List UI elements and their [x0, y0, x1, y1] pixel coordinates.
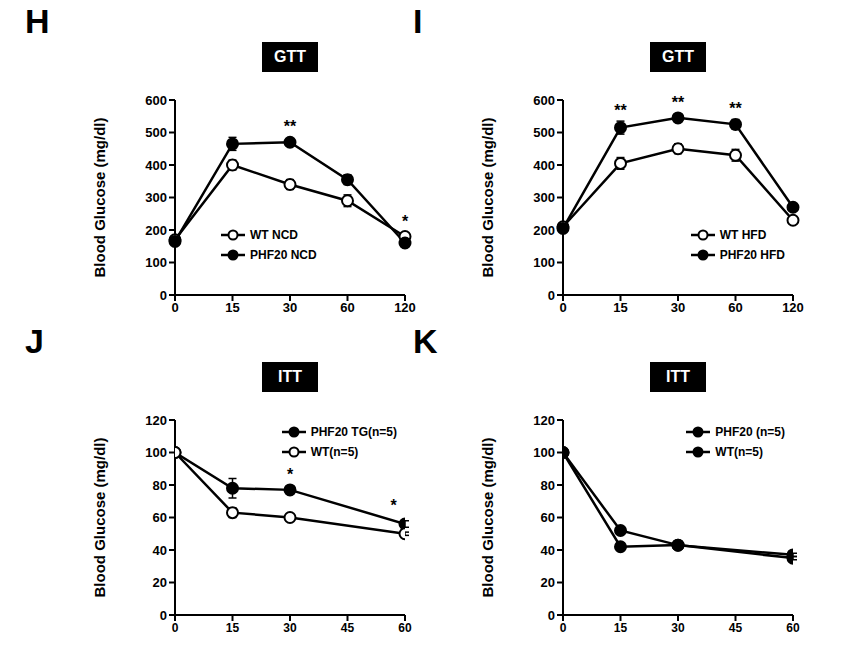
svg-text:0: 0 — [160, 608, 167, 623]
svg-text:0: 0 — [560, 621, 567, 635]
svg-text:120: 120 — [145, 413, 167, 428]
svg-text:400: 400 — [533, 158, 555, 173]
svg-text:0: 0 — [171, 300, 178, 315]
svg-text:0: 0 — [160, 288, 167, 303]
html-text:WT(n=5): WT(n=5) — [310, 445, 359, 459]
svg-text:60: 60 — [728, 300, 742, 315]
svg-text:30: 30 — [671, 621, 685, 635]
svg-text:30: 30 — [671, 300, 685, 315]
svg-text:80: 80 — [153, 478, 167, 493]
svg-text:20: 20 — [153, 575, 167, 590]
svg-text:20: 20 — [541, 575, 555, 590]
html-text:H: H — [25, 2, 50, 40]
svg-text:**: ** — [729, 100, 742, 117]
svg-text:60: 60 — [541, 510, 555, 525]
svg-text:120: 120 — [782, 300, 804, 315]
svg-text:45: 45 — [729, 621, 743, 635]
svg-text:Blood Glucose (mg/dl): Blood Glucose (mg/dl) — [479, 117, 496, 277]
svg-text:200: 200 — [533, 223, 555, 238]
svg-text:500: 500 — [145, 125, 167, 140]
svg-text:15: 15 — [225, 300, 239, 315]
svg-text:200: 200 — [145, 223, 167, 238]
svg-text:15: 15 — [613, 300, 627, 315]
html-text:GTT: GTT — [662, 48, 694, 65]
svg-text:0: 0 — [548, 608, 555, 623]
html-text:WT(n=5): WT(n=5) — [715, 445, 763, 459]
svg-text:Blood Glucose (mg/dl): Blood Glucose (mg/dl) — [91, 117, 108, 277]
svg-text:Blood Glucose (mg/dl): Blood Glucose (mg/dl) — [91, 437, 108, 597]
html-text:PHF20 HFD: PHF20 HFD — [719, 248, 785, 262]
svg-text:**: ** — [284, 118, 297, 135]
svg-text:45: 45 — [341, 621, 355, 635]
svg-text:40: 40 — [541, 543, 555, 558]
svg-text:80: 80 — [541, 478, 555, 493]
svg-text:30: 30 — [283, 300, 297, 315]
html-text:PHF20 TG(n=5): PHF20 TG(n=5) — [310, 425, 397, 439]
svg-text:40: 40 — [153, 543, 167, 558]
svg-text:*: * — [287, 466, 294, 483]
svg-text:400: 400 — [145, 158, 167, 173]
svg-text:100: 100 — [145, 445, 167, 460]
svg-text:30: 30 — [283, 621, 297, 635]
svg-text:0: 0 — [548, 288, 555, 303]
svg-text:0: 0 — [172, 621, 179, 635]
svg-text:**: ** — [614, 102, 627, 119]
html-text:WT NCD: WT NCD — [250, 228, 298, 242]
svg-text:60: 60 — [153, 510, 167, 525]
html-text:ITT: ITT — [666, 368, 690, 385]
svg-text:15: 15 — [226, 621, 240, 635]
svg-text:60: 60 — [786, 621, 800, 635]
svg-text:120: 120 — [533, 413, 555, 428]
html-text:J: J — [25, 322, 44, 360]
html-text:GTT: GTT — [274, 48, 306, 65]
svg-text:300: 300 — [533, 190, 555, 205]
html-text:I: I — [413, 2, 423, 40]
svg-text:60: 60 — [398, 621, 412, 635]
svg-text:500: 500 — [533, 125, 555, 140]
svg-text:15: 15 — [614, 621, 628, 635]
svg-text:600: 600 — [145, 93, 167, 108]
svg-text:100: 100 — [533, 445, 555, 460]
html-text:K: K — [413, 322, 438, 360]
svg-text:100: 100 — [533, 255, 555, 270]
svg-text:600: 600 — [533, 93, 555, 108]
svg-text:*: * — [402, 213, 409, 230]
svg-text:*: * — [390, 497, 397, 514]
svg-text:120: 120 — [394, 300, 416, 315]
html-text:PHF20 NCD: PHF20 NCD — [250, 248, 317, 262]
svg-text:0: 0 — [559, 300, 566, 315]
svg-text:60: 60 — [340, 300, 354, 315]
html-text:PHF20 (n=5): PHF20 (n=5) — [715, 425, 785, 439]
html-text:WT HFD: WT HFD — [719, 228, 767, 242]
svg-text:100: 100 — [145, 255, 167, 270]
svg-text:**: ** — [672, 94, 685, 111]
svg-text:Blood Glucose (mg/dl): Blood Glucose (mg/dl) — [479, 437, 496, 597]
svg-text:300: 300 — [145, 190, 167, 205]
html-text:ITT: ITT — [278, 368, 302, 385]
